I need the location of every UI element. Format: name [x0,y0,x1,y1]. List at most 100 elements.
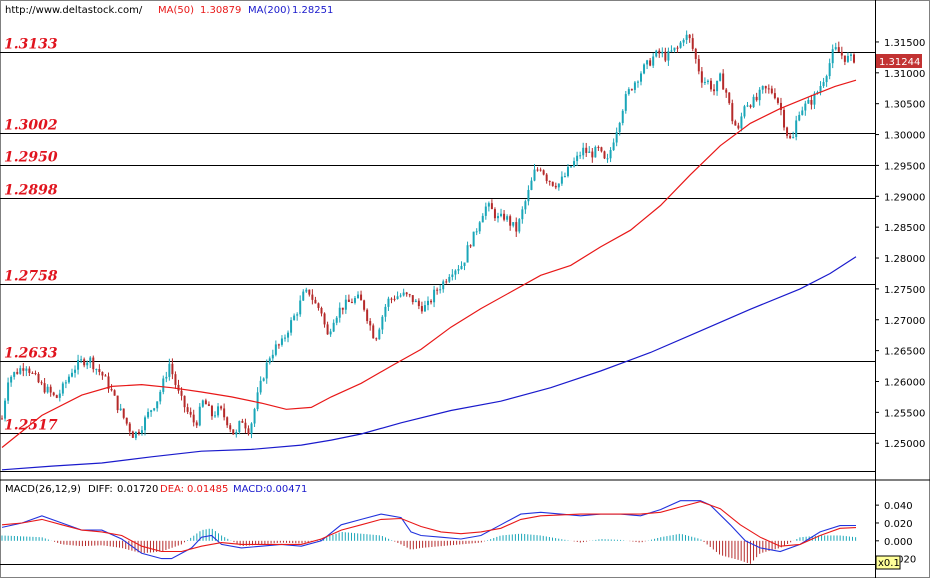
bear-candle [125,417,128,424]
bear-candle [783,109,786,128]
bear-candle [420,306,423,312]
bear-candle [83,359,86,366]
macd-tick-label: 0.020 [884,519,913,530]
bull-candle [253,409,256,424]
bull-candle [448,276,451,282]
bull-candle [335,317,338,323]
bear-candle [277,344,280,346]
bear-candle [320,307,323,314]
bear-candle [37,373,40,383]
bull-candle [338,307,341,318]
zoom-button[interactable] [875,555,901,570]
bull-candle [481,215,484,223]
bull-candle [89,357,92,363]
bear-candle [189,411,192,415]
bull-candle [472,231,475,247]
bull-candle [13,372,16,377]
bear-candle [244,422,247,429]
bear-candle [210,405,213,417]
bull-candle [670,50,673,52]
bull-candle [500,213,503,217]
site-url[interactable]: http://www.deltastock.com/ [5,5,143,16]
bull-candle [849,54,852,56]
bull-candle [570,166,573,168]
bull-candle [466,245,469,263]
bear-candle [417,300,420,307]
bull-candle [451,274,454,277]
bear-candle [542,170,545,175]
bull-candle [512,222,515,226]
bear-candle [363,300,366,310]
bull-candle [4,400,7,419]
price-tick-label: 1.26500 [884,347,925,358]
bear-candle [603,151,606,159]
bull-candle [396,296,399,300]
bull-candle [746,105,749,107]
price-tick-label: 1.27500 [884,285,925,296]
bull-candle [566,167,569,177]
bull-candle [250,423,253,435]
price-tick-label: 1.30000 [884,131,925,142]
bull-candle [378,329,381,340]
bear-candle [469,245,472,247]
bull-candle [752,96,755,108]
bear-candle [107,376,110,389]
bull-candle [381,316,384,330]
bull-candle [521,209,524,220]
bull-candle [475,231,478,233]
bull-candle [271,354,274,359]
bear-candle [110,388,113,391]
bull-candle [560,176,563,184]
bull-candle [287,332,290,338]
bear-candle [390,298,393,300]
bull-candle [353,298,356,303]
bull-candle [414,300,417,303]
bull-candle [427,300,430,306]
bull-candle [439,289,442,291]
bull-candle [633,82,636,90]
bull-candle [156,401,159,409]
bear-candle [223,408,226,418]
bear-candle [545,174,548,181]
bull-candle [344,299,347,310]
bear-candle [204,400,207,405]
bull-candle [804,103,807,111]
bear-candle [597,146,600,148]
bear-candle [52,392,55,396]
bull-candle [433,289,436,303]
diff-value: 0.01720 [117,484,158,495]
bear-candle [737,125,740,129]
horizontal-levels: 1.3133 1.3002 1.2950 1.2898 1.2758 1.2633 1.25… [0,37,875,434]
bear-candle [430,300,433,303]
bull-candle [740,116,743,129]
bear-candle [137,431,140,434]
bull-candle [807,99,810,104]
bull-candle [612,142,615,151]
bear-candle [837,47,840,52]
bull-candle [716,80,719,92]
last-price-label: 1.31244 [879,57,920,68]
bear-candle [493,209,496,219]
bull-candle [643,64,646,74]
bull-candle [573,161,576,167]
bear-candle [445,281,448,283]
macd-tick-label: 0.040 [884,501,913,512]
bull-candle [506,216,509,220]
price-tick-label: 1.29500 [884,161,925,172]
bear-candle [853,54,856,63]
bull-candle [679,42,682,48]
price-tick-label: 1.25500 [884,408,925,419]
bull-candle [259,380,262,393]
bull-candle [582,147,585,156]
bull-candle [67,376,70,383]
bear-candle [503,213,506,220]
bear-candle [350,301,353,303]
bull-candle [198,406,201,426]
bull-candle [685,34,688,40]
bull-candle [144,417,147,431]
bull-candle [86,362,89,366]
bull-candle [305,289,308,292]
bear-candle [749,105,752,108]
bull-candle [457,269,460,271]
bull-candle [661,51,664,54]
